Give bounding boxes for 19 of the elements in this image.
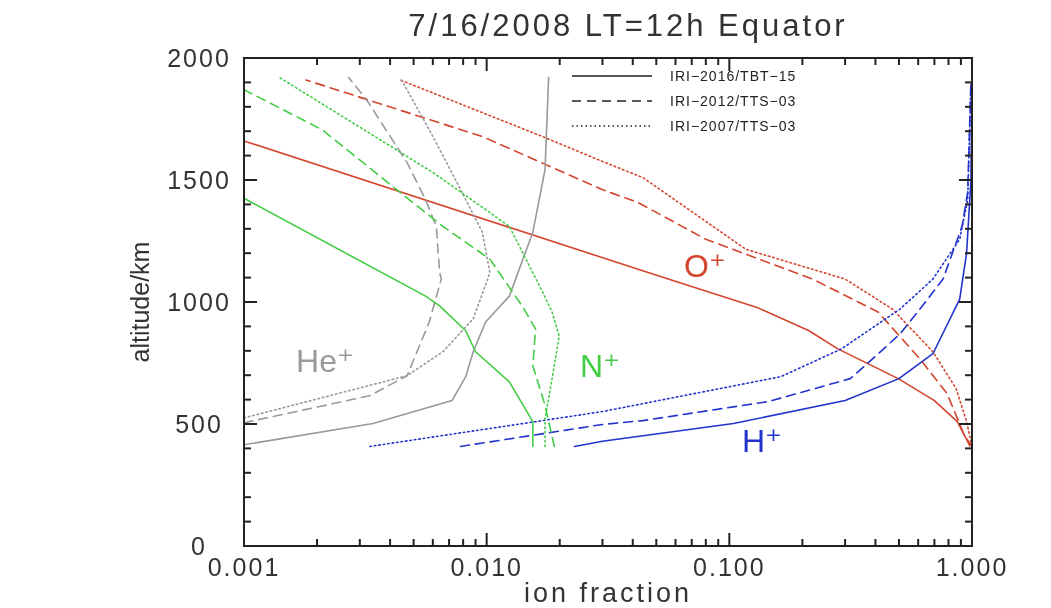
x-tick-label: 0.100	[693, 553, 766, 581]
y-tick-label: 1500	[167, 166, 231, 194]
series-label: He⁺	[296, 343, 354, 379]
annotation: IRI−2007/TTS−03	[670, 118, 797, 134]
chart-title: 7/16/2008 LT=12h Equator	[408, 8, 848, 43]
annotation: IRI−2012/TTS−03	[670, 93, 797, 109]
x-tick-label: 0.010	[450, 553, 523, 581]
y-axis-title: altitude/km	[126, 241, 154, 363]
x-tick-label: 1.000	[935, 553, 1009, 581]
series-label: H⁺	[742, 423, 782, 459]
x-axis-title: ion fraction	[523, 578, 693, 608]
x-tick-label: 0.001	[207, 553, 281, 581]
y-tick-label: 2000	[167, 44, 231, 72]
annotation: IRI−2016/TBT−15	[670, 68, 797, 84]
series-label: O⁺	[684, 248, 726, 284]
y-tick-label: 500	[175, 410, 223, 438]
y-tick-label: 1000	[167, 288, 231, 316]
series-label: N⁺	[580, 348, 620, 384]
y-tick-label: 0	[191, 532, 207, 560]
